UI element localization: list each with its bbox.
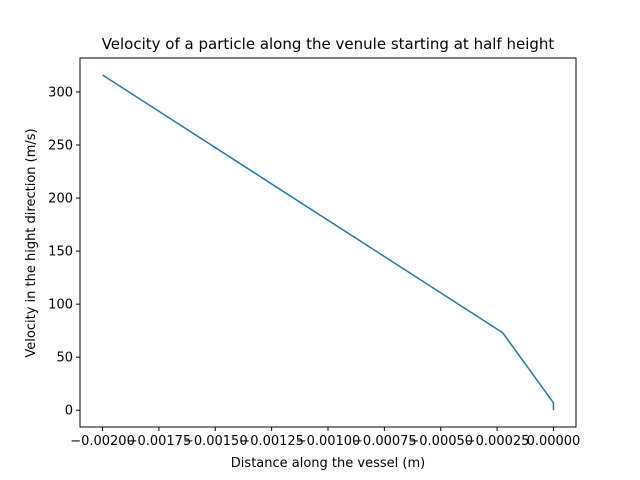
y-tick-label: 0 — [65, 404, 73, 419]
x-axis-label: Distance along the vessel (m) — [231, 456, 425, 471]
x-tick-label: −0.00150 — [183, 434, 248, 449]
x-tick-label: 0.00000 — [527, 434, 581, 449]
y-tick-label: 300 — [48, 85, 73, 100]
y-tick-label: 50 — [56, 351, 73, 366]
y-tick-label: 150 — [48, 245, 73, 260]
chart-title: Velocity of a particle along the venule … — [102, 35, 555, 53]
series-line-0 — [102, 74, 555, 411]
y-tick-label: 250 — [48, 138, 73, 153]
x-tick-label: −0.00175 — [127, 434, 192, 449]
x-tick-label: −0.00025 — [465, 434, 530, 449]
x-tick-label: −0.00050 — [408, 434, 473, 449]
x-axis: −0.00200−0.00175−0.00150−0.00125−0.00100… — [70, 427, 580, 449]
y-axis-label: Velocity in the hight direction (m/s) — [24, 128, 39, 357]
x-tick-label: −0.00075 — [352, 434, 417, 449]
x-tick-label: −0.00200 — [70, 434, 135, 449]
x-tick-label: −0.00125 — [239, 434, 304, 449]
plot-area — [102, 74, 555, 411]
y-axis: 0 50 100 150 200 250 300 — [48, 85, 80, 419]
y-tick-label: 100 — [48, 298, 73, 313]
y-tick-label: 200 — [48, 192, 73, 207]
x-tick-label: −0.00100 — [296, 434, 361, 449]
